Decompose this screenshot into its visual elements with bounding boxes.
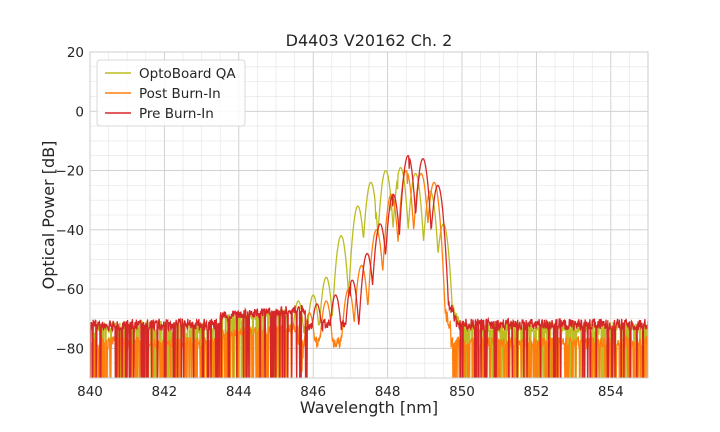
series-layer xyxy=(90,155,648,378)
legend-box xyxy=(96,59,246,127)
y-tick-label: −20 xyxy=(56,164,85,180)
tick-labels: 840 842 844 846 848 850 852 854 20 0 −20 −40 −60 −80 xyxy=(56,45,624,400)
series-line-3 xyxy=(90,155,648,378)
x-tick-label: 846 xyxy=(300,384,326,400)
legend-label: Pre Burn-In xyxy=(139,106,214,122)
y-tick-label: −60 xyxy=(56,282,85,298)
x-axis-label: Wavelength [nm] xyxy=(300,398,438,417)
x-tick-label: 842 xyxy=(152,384,178,400)
x-tick-label: 854 xyxy=(598,384,624,400)
chart-title: D4403 V20162 Ch. 2 xyxy=(286,31,453,50)
plot-frame xyxy=(89,51,649,379)
legend-label: OptoBoard QA xyxy=(139,66,236,82)
x-tick-label: 852 xyxy=(524,384,550,400)
y-tick-label: 20 xyxy=(67,45,84,61)
legend-label: Post Burn-In xyxy=(139,86,221,102)
x-tick-label: 850 xyxy=(449,384,475,400)
y-axis-label: Optical Power [dB] xyxy=(39,141,58,290)
x-tick-label: 840 xyxy=(77,384,103,400)
x-tick-label: 844 xyxy=(226,384,252,400)
y-tick-label: −40 xyxy=(56,223,85,239)
legend: OptoBoard QA Post Burn-In Pre Burn-In xyxy=(96,59,246,127)
y-tick-label: −80 xyxy=(56,341,85,357)
y-tick-label: 0 xyxy=(75,104,84,120)
x-tick-label: 848 xyxy=(375,384,401,400)
